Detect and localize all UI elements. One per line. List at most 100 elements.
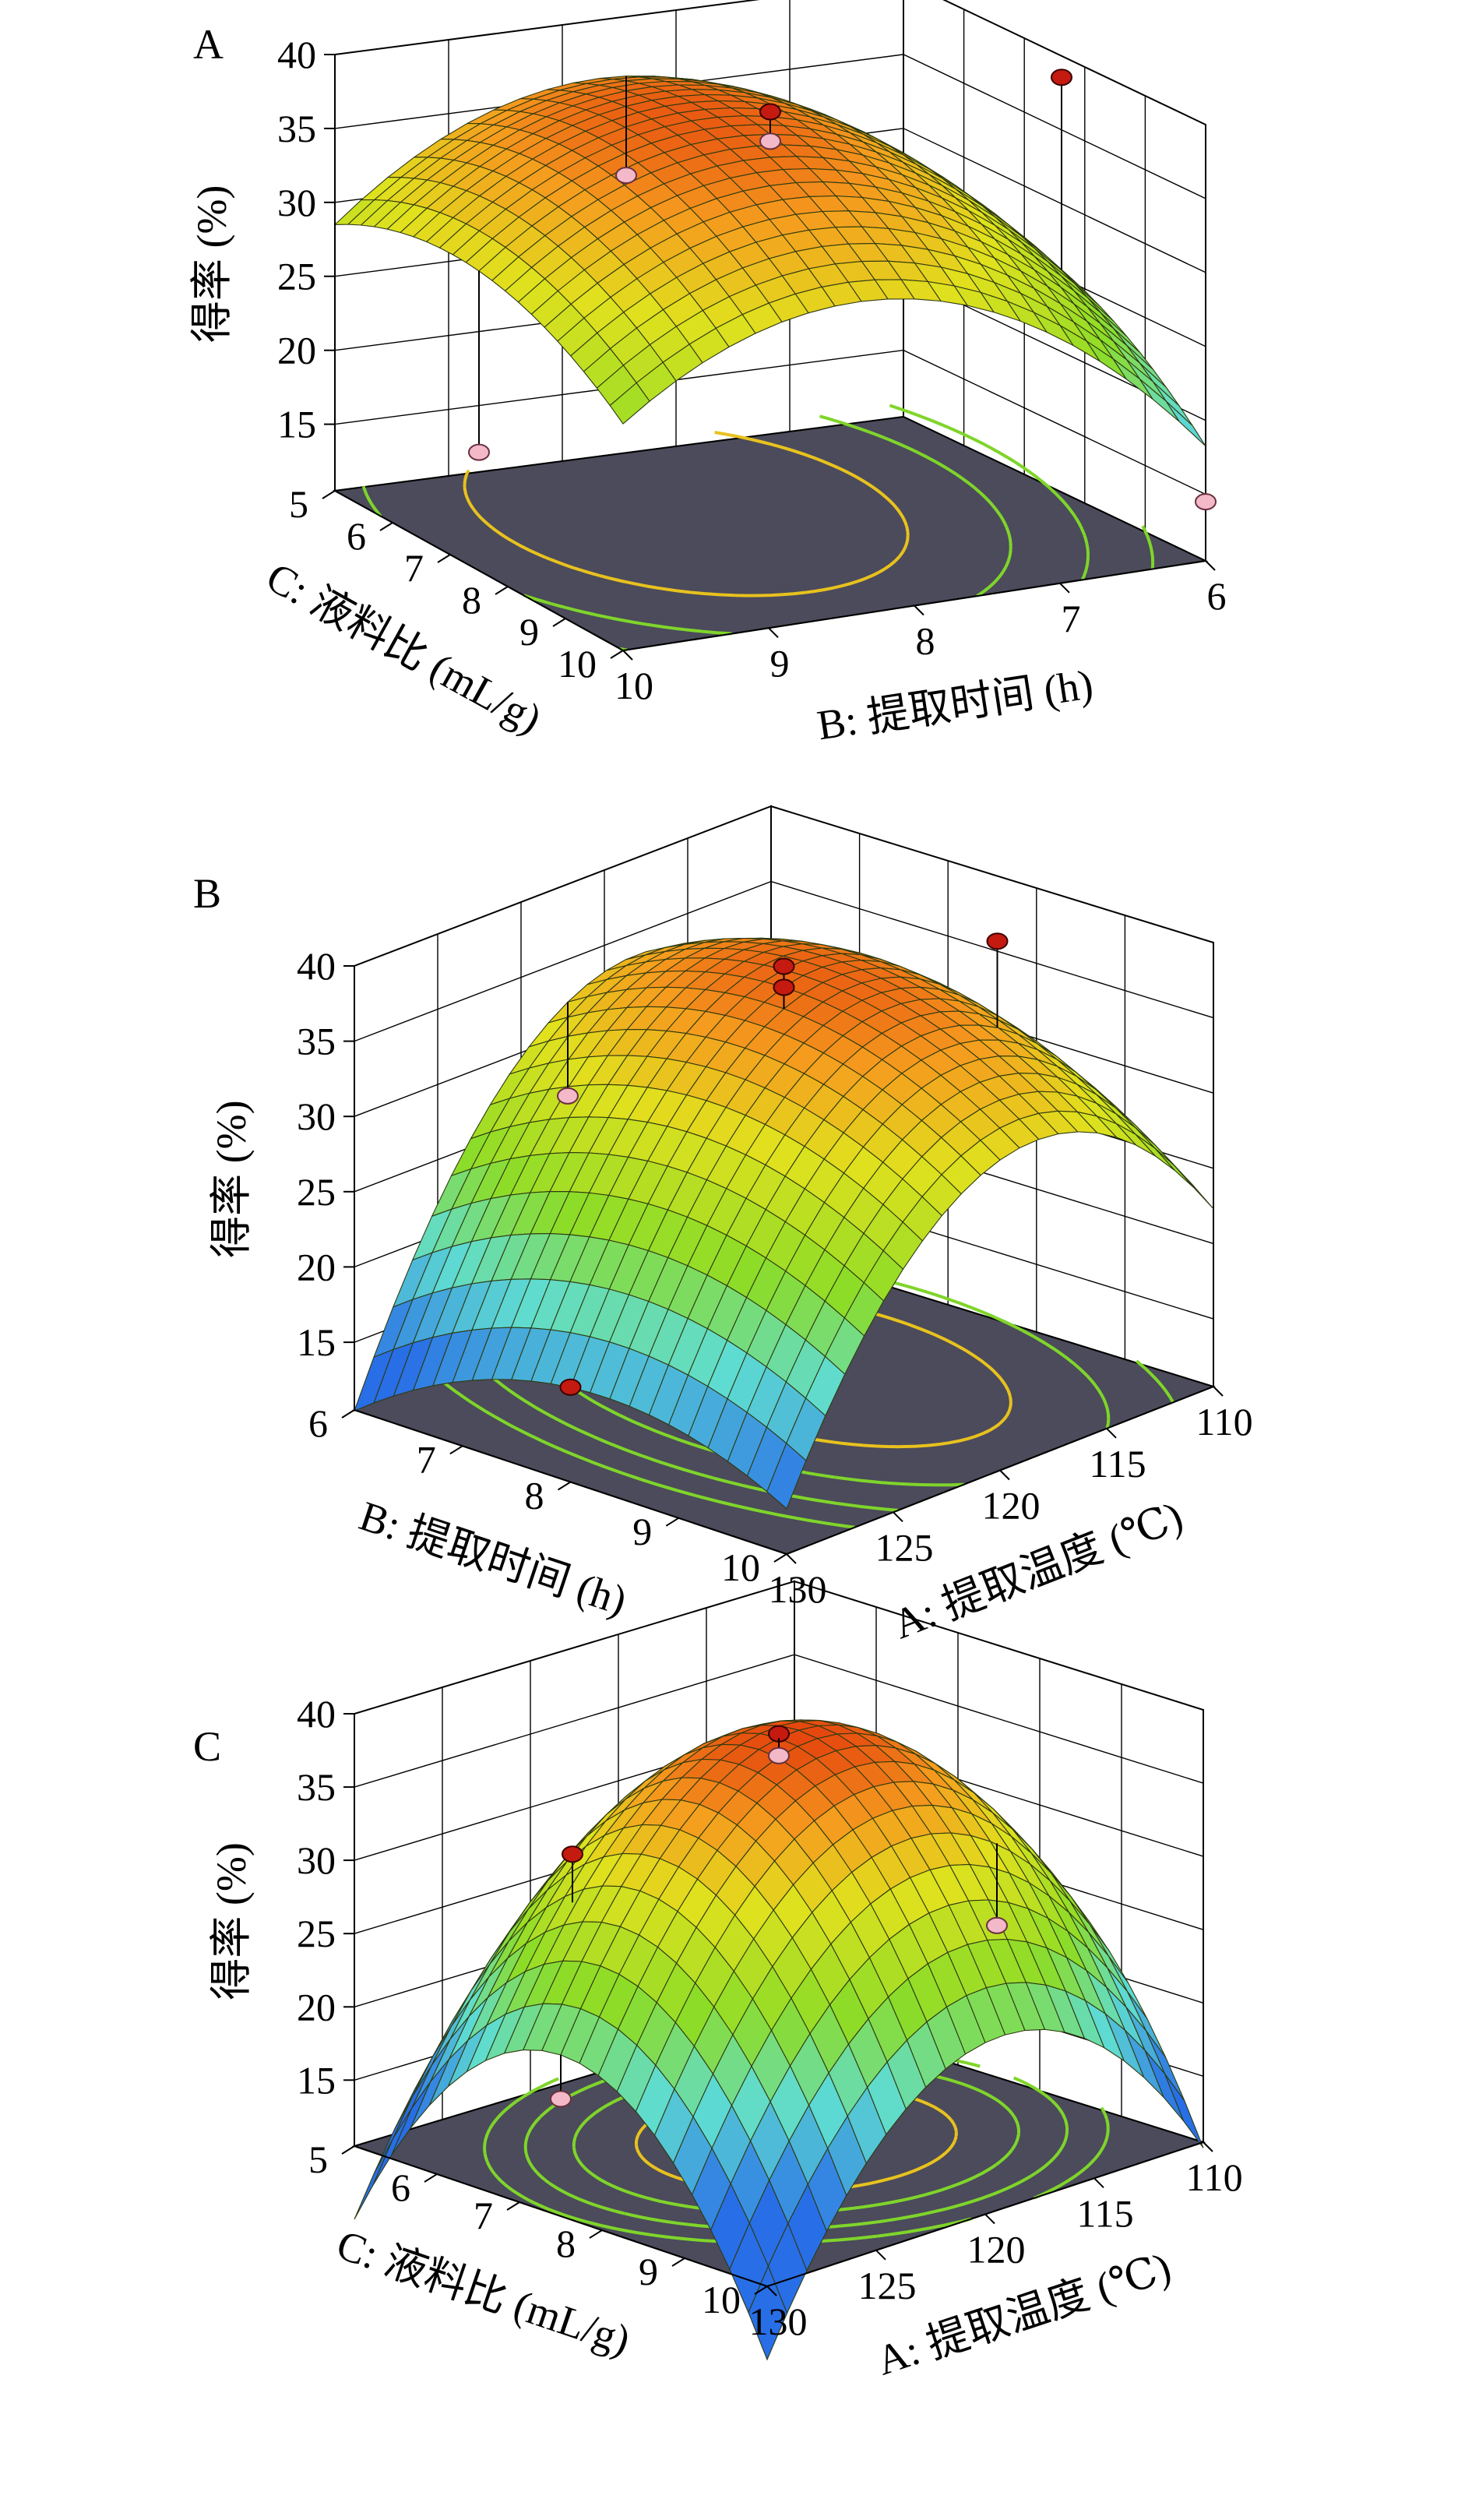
surface-cell [1165,400,1206,447]
x-tick-label: 120 [982,1484,1041,1528]
wall-gridline [354,805,1214,967]
z-tick-label: 20 [277,329,316,372]
x-tick-mark [1093,2177,1104,2189]
x-tick-label: 110 [1196,1400,1252,1443]
z-tick-label: 40 [297,944,336,988]
y-tick-mark [557,1481,572,1491]
y-tick-label: 9 [632,1510,652,1553]
z-axis-title: 得率 (%) [206,1100,255,1257]
y-tick-label: 8 [525,1474,544,1517]
y-axis-title: B: 提取时间 (h) [354,1491,633,1625]
y-tick-mark [379,522,393,531]
response-surface [354,937,1214,1510]
z-axis: 15 20 25 30 35 40 得率 (%) [187,33,336,491]
x-tick-mark [1106,1428,1117,1439]
panel-letter: C [193,1723,221,1770]
z-tick-label: 15 [277,403,316,446]
y-tick-mark [322,490,336,499]
y-tick-mark [552,618,566,627]
x-tick-mark [984,2213,995,2225]
design-point [773,957,795,975]
design-point [759,132,781,150]
y-tick-label: 6 [391,2166,410,2209]
design-point [759,103,781,121]
x-tick-mark [1203,2141,1213,2152]
surface-cell [1135,1133,1175,1171]
x-tick-mark [999,1469,1010,1481]
design-point [559,1378,582,1396]
x-tick-label: 130 [749,2300,808,2343]
design-point [615,167,637,185]
y-axis-title: C: 液料比 (mL/g) [331,2219,636,2364]
design-points [468,69,1217,511]
y-tick-label: 8 [462,578,481,622]
y-tick-label: 6 [308,1401,328,1445]
y-tick-mark [341,2145,355,2155]
design-point [562,1845,583,1863]
z-tick-label: 25 [297,1170,336,1214]
design-point [768,1746,790,1764]
surface-cell [609,382,650,425]
contour-line [361,414,1012,636]
design-point [986,932,1009,950]
surface-cell [748,2264,788,2361]
y-tick-mark [589,2229,603,2239]
x-tick-mark [875,2250,886,2261]
design-point [773,978,795,996]
y-tick-mark [773,1553,787,1563]
z-tick-label: 30 [277,181,316,224]
design-point [557,1087,579,1105]
x-tick-label: 125 [858,2264,917,2307]
x-tick-label: 110 [1185,2155,1242,2199]
y-tick-mark [754,2286,768,2295]
x-tick-label: 8 [916,619,935,663]
design-points [550,1725,1008,2108]
design-point [468,443,490,461]
z-tick-label: 15 [297,1320,336,1364]
x-tick-label: 10 [615,664,653,707]
x-axis-title: B: 提取时间 (h) [814,659,1096,749]
contour-line [1141,525,1155,569]
z-axis: 15 20 25 30 35 40 得率 (%) [206,944,355,1410]
y-tick-label: 10 [721,1545,760,1589]
y-tick-label: 7 [474,2194,493,2237]
wall-gridline [334,349,1206,495]
y-tick-mark [495,586,509,595]
y-tick-label: 10 [558,642,597,686]
wall-gridline [334,0,1206,125]
x-tick-mark [766,2286,777,2296]
design-point [1195,493,1217,511]
z-tick-label: 30 [297,1838,336,1882]
y-tick-label: 10 [702,2278,741,2321]
y-tick-mark [341,1409,355,1419]
x-tick-mark [914,604,924,616]
design-point [1051,69,1072,86]
y-tick-label: 6 [347,514,366,558]
response-surface [354,1719,1204,2361]
y-tick-label: 8 [556,2222,576,2265]
wall-gridline [354,1581,1204,1715]
z-axis: 15 20 25 30 35 40 得率 (%) [206,1692,355,2146]
surface-cell [766,1442,807,1510]
contour-line [463,431,910,597]
y-tick-mark [437,554,451,563]
design-point [986,1916,1008,1934]
y-tick-label: 5 [289,482,308,526]
z-tick-label: 20 [297,1245,336,1288]
z-tick-label: 35 [297,1765,336,1809]
contour-line [619,404,1090,652]
z-tick-label: 35 [297,1020,336,1063]
x-tick-label: 6 [1207,574,1227,618]
x-tick-mark [1205,560,1216,571]
x-tick-mark [622,650,633,661]
z-tick-label: 30 [297,1094,336,1138]
x-tick-mark [768,627,779,639]
design-point [550,2090,572,2108]
y-tick-mark [665,1517,679,1527]
z-tick-label: 40 [297,1692,336,1736]
z-tick-label: 15 [297,2058,336,2102]
